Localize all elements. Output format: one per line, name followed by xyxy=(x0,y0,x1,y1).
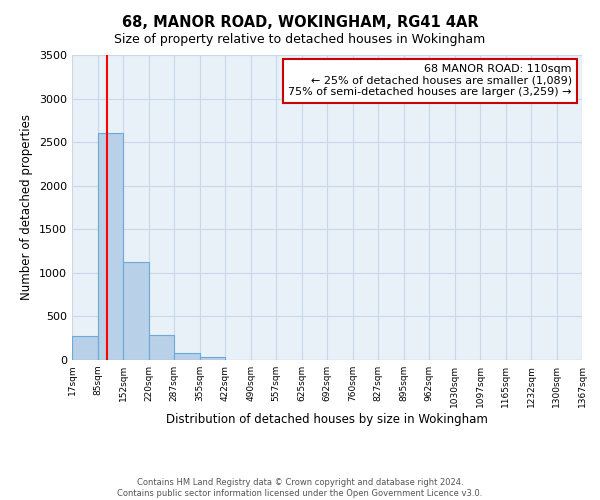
Bar xyxy=(98,134,123,360)
X-axis label: Distribution of detached houses by size in Wokingham: Distribution of detached houses by size … xyxy=(166,412,488,426)
Bar xyxy=(200,357,225,360)
Text: 68 MANOR ROAD: 110sqm
← 25% of detached houses are smaller (1,089)
75% of semi-d: 68 MANOR ROAD: 110sqm ← 25% of detached … xyxy=(288,64,572,98)
Bar xyxy=(123,262,149,360)
Bar xyxy=(72,336,98,360)
Text: Size of property relative to detached houses in Wokingham: Size of property relative to detached ho… xyxy=(115,32,485,46)
Y-axis label: Number of detached properties: Number of detached properties xyxy=(20,114,34,300)
Text: 68, MANOR ROAD, WOKINGHAM, RG41 4AR: 68, MANOR ROAD, WOKINGHAM, RG41 4AR xyxy=(122,15,478,30)
Bar xyxy=(149,334,174,360)
Bar xyxy=(174,353,200,360)
Text: Contains HM Land Registry data © Crown copyright and database right 2024.
Contai: Contains HM Land Registry data © Crown c… xyxy=(118,478,482,498)
